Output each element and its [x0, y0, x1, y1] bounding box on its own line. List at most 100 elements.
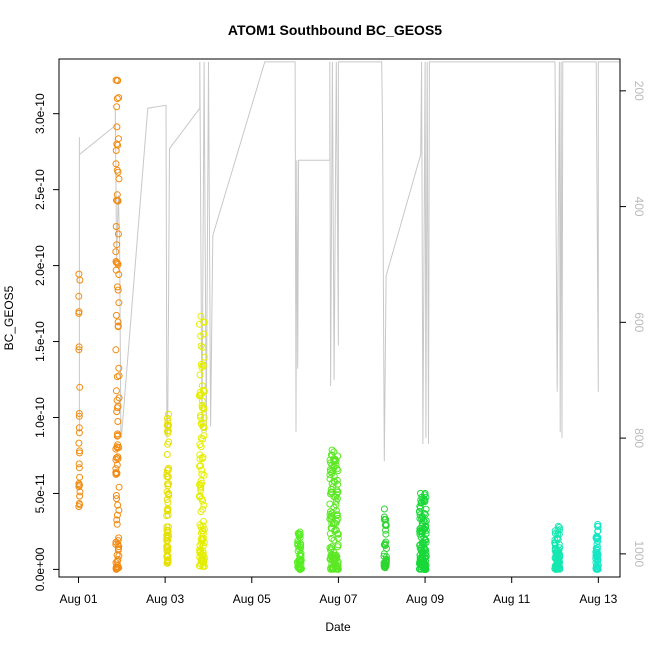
data-point [76, 447, 83, 455]
data-point [200, 330, 208, 338]
data-point [114, 168, 122, 176]
data-point [114, 430, 121, 438]
data-point [197, 390, 205, 398]
data-point [197, 342, 205, 350]
data-point [114, 501, 122, 509]
data-point [75, 308, 83, 316]
data-point [380, 563, 388, 571]
data-point [112, 346, 120, 354]
data-point [113, 103, 121, 111]
data-point [334, 530, 342, 538]
y2-tick-label: 800 [632, 428, 646, 448]
data-point [418, 530, 426, 538]
data-point [555, 530, 563, 538]
data-point [594, 561, 602, 569]
data-point [196, 541, 204, 549]
data-point [421, 562, 429, 570]
x-tick-label: Aug 09 [406, 592, 444, 606]
data-point [113, 520, 121, 528]
data-point [330, 536, 338, 544]
data-point [296, 528, 304, 536]
data-point [76, 383, 84, 391]
data-point [115, 564, 123, 572]
data-point [113, 516, 121, 524]
data-point [113, 443, 121, 451]
y2-tick-label: 1000 [632, 540, 646, 567]
data-point [334, 452, 342, 460]
data-point [76, 473, 84, 481]
data-point [382, 521, 390, 529]
data-point [421, 550, 429, 558]
data-point [327, 512, 335, 520]
data-point [382, 538, 390, 546]
data-point [415, 507, 423, 515]
chart-title: ATOM1 Southbound BC_GEOS5 [228, 22, 442, 38]
data-point [196, 391, 204, 399]
data-point [163, 523, 171, 531]
data-point [114, 323, 122, 331]
data-point [164, 422, 172, 430]
data-point [330, 464, 338, 472]
data-point [197, 434, 205, 442]
data-point [553, 565, 561, 573]
data-point [75, 500, 83, 507]
data-point [76, 449, 83, 457]
data-point [199, 530, 207, 538]
data-point [75, 410, 83, 417]
data-point [113, 95, 121, 103]
data-point [196, 462, 203, 470]
data-point [114, 453, 122, 461]
data-point [75, 412, 83, 420]
data-point [594, 522, 601, 530]
data-point [297, 556, 305, 563]
data-point [294, 539, 302, 547]
data-point [326, 544, 334, 552]
data-point [113, 241, 121, 249]
data-point [382, 530, 390, 538]
data-point [114, 286, 122, 294]
data-point [594, 544, 602, 551]
data-point [199, 423, 207, 431]
data-point [163, 553, 171, 561]
data-point [417, 489, 424, 497]
data-point [199, 542, 207, 550]
data-point [196, 451, 204, 459]
x-tick-label: Aug 05 [233, 592, 271, 606]
data-point [115, 552, 123, 560]
data-point [196, 481, 204, 489]
secondary-y-axis: 200 400 600 800 1000 [620, 81, 646, 567]
data-point [114, 318, 122, 326]
data-point [196, 388, 204, 396]
data-point [112, 538, 120, 546]
data-point [326, 471, 334, 479]
data-point [164, 507, 172, 515]
data-point [199, 557, 207, 564]
data-point [199, 419, 207, 427]
data-point [164, 473, 172, 481]
data-point [113, 396, 121, 404]
data-point [330, 551, 338, 559]
data-point [297, 560, 305, 568]
data-point [198, 470, 206, 478]
data-point [115, 364, 123, 372]
data-point [197, 312, 205, 320]
data-point [112, 311, 120, 319]
data-point [75, 503, 83, 511]
data-point [328, 480, 336, 487]
data-point [163, 512, 171, 520]
data-point [328, 446, 336, 454]
data-point [113, 511, 121, 519]
pressure-line [78, 61, 620, 462]
data-point [199, 549, 207, 557]
data-point [164, 429, 172, 437]
data-point [333, 465, 341, 473]
data-point [113, 259, 121, 267]
data-point [327, 564, 335, 572]
data-point [200, 405, 208, 413]
y-tick-label: 0.0e+00 [33, 547, 47, 591]
data-point [196, 493, 204, 501]
data-point [422, 493, 430, 501]
data-point [197, 486, 205, 494]
y-tick-label: 5.0e-11 [33, 473, 47, 513]
